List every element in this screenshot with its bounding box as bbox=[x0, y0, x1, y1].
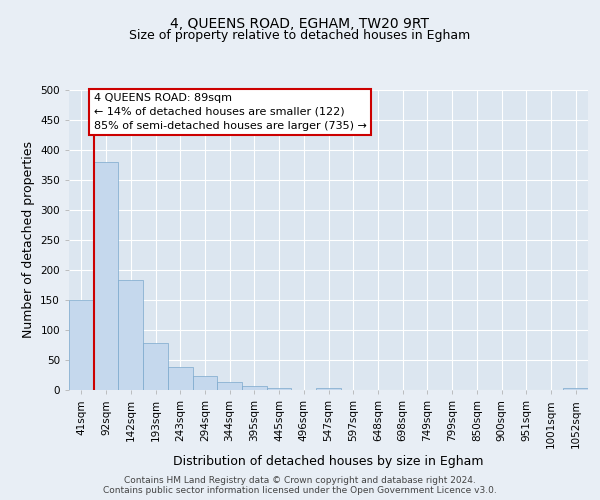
Bar bbox=[217, 382, 242, 390]
Bar bbox=[267, 388, 292, 390]
Bar bbox=[118, 280, 143, 390]
Text: 4 QUEENS ROAD: 89sqm
← 14% of detached houses are smaller (122)
85% of semi-deta: 4 QUEENS ROAD: 89sqm ← 14% of detached h… bbox=[94, 93, 367, 131]
X-axis label: Distribution of detached houses by size in Egham: Distribution of detached houses by size … bbox=[173, 454, 484, 468]
Text: Contains public sector information licensed under the Open Government Licence v3: Contains public sector information licen… bbox=[103, 486, 497, 495]
Bar bbox=[168, 366, 193, 390]
Y-axis label: Number of detached properties: Number of detached properties bbox=[22, 142, 35, 338]
Bar bbox=[143, 343, 168, 390]
Bar bbox=[193, 376, 217, 390]
Text: Size of property relative to detached houses in Egham: Size of property relative to detached ho… bbox=[130, 29, 470, 42]
Bar bbox=[94, 162, 118, 390]
Text: Contains HM Land Registry data © Crown copyright and database right 2024.: Contains HM Land Registry data © Crown c… bbox=[124, 476, 476, 485]
Bar bbox=[242, 386, 267, 390]
Bar bbox=[69, 300, 94, 390]
Bar bbox=[563, 388, 588, 390]
Text: 4, QUEENS ROAD, EGHAM, TW20 9RT: 4, QUEENS ROAD, EGHAM, TW20 9RT bbox=[170, 18, 430, 32]
Bar bbox=[316, 388, 341, 390]
